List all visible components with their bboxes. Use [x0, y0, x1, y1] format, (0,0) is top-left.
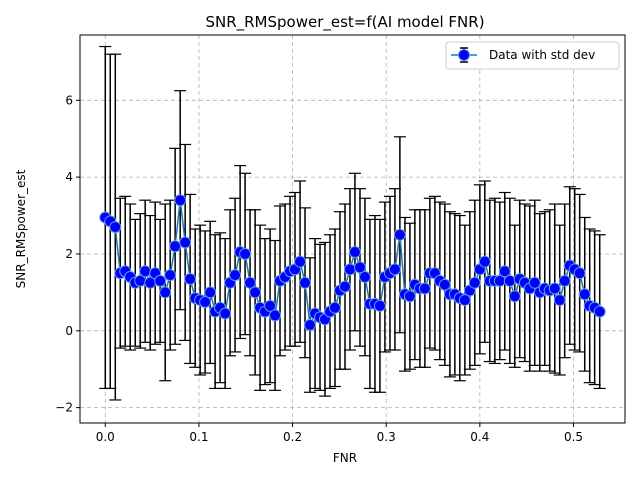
x-tick-label: 0.3: [377, 430, 396, 444]
data-point: [184, 272, 197, 285]
x-axis-label: FNR: [333, 451, 357, 465]
data-point: [109, 221, 122, 234]
data-point: [139, 265, 152, 278]
data-point: [528, 276, 541, 289]
data-point: [328, 301, 341, 314]
x-tick-label: 0.1: [189, 430, 208, 444]
data-point: [164, 269, 177, 282]
data-point: [498, 265, 511, 278]
y-axis-ticks: −2 0 2 4 6: [55, 93, 80, 415]
legend: Data with std dev: [445, 41, 620, 70]
legend-marker: [458, 49, 470, 61]
data-point: [358, 271, 371, 284]
data-point: [299, 276, 312, 289]
data-point: [179, 236, 192, 249]
data-point: [558, 274, 571, 287]
data-point: [393, 228, 406, 241]
data-point: [269, 309, 282, 322]
x-tick-label: 0.5: [564, 430, 583, 444]
data-point: [303, 319, 316, 332]
data-point: [249, 286, 262, 299]
data-point: [508, 290, 521, 303]
data-point: [244, 276, 257, 289]
y-tick-label: 0: [65, 324, 73, 338]
data-point: [348, 246, 361, 259]
x-tick-label: 0.0: [96, 430, 115, 444]
data-point: [174, 194, 187, 207]
data-point: [553, 294, 566, 307]
data-point: [388, 263, 401, 276]
data-point: [578, 288, 591, 301]
x-axis-ticks: 0.0 0.1 0.2 0.3 0.4 0.5: [96, 423, 583, 444]
legend-box: [445, 41, 620, 70]
data-point: [373, 299, 386, 312]
y-tick-label: 6: [65, 93, 73, 107]
y-tick-label: −2: [55, 401, 73, 415]
chart-title: SNR_RMSpower_est=f(AI model FNR): [205, 13, 484, 32]
data-point: [343, 263, 356, 276]
data-point: [438, 278, 451, 291]
plot-frame: [79, 34, 626, 424]
x-tick-label: 0.4: [470, 430, 489, 444]
data-point: [418, 282, 431, 295]
data-point: [468, 276, 481, 289]
series-line-group: [104, 200, 601, 328]
data-point: [204, 286, 217, 299]
x-tick-label: 0.2: [283, 430, 302, 444]
data-point: [593, 305, 606, 318]
data-point: [169, 240, 182, 253]
data-point: [294, 255, 307, 268]
legend-label: Data with std dev: [489, 48, 595, 62]
series-line: [104, 200, 601, 328]
data-point: [573, 267, 586, 280]
data-point: [199, 295, 212, 308]
data-point: [264, 299, 277, 312]
data-point: [219, 307, 232, 320]
data-point: [339, 280, 352, 293]
data-point: [353, 261, 366, 274]
data-point: [503, 274, 516, 287]
data-point: [159, 286, 172, 299]
series-markers: [99, 194, 606, 332]
data-point: [239, 247, 252, 260]
data-point: [548, 282, 561, 295]
data-point: [458, 294, 471, 307]
data-point: [478, 255, 491, 268]
data-point: [229, 269, 242, 282]
y-tick-label: 4: [65, 170, 73, 184]
y-tick-label: 2: [65, 247, 73, 261]
data-point: [403, 290, 416, 303]
y-axis-label: SNR_RMSpower_est: [14, 169, 28, 288]
data-point: [154, 274, 167, 287]
